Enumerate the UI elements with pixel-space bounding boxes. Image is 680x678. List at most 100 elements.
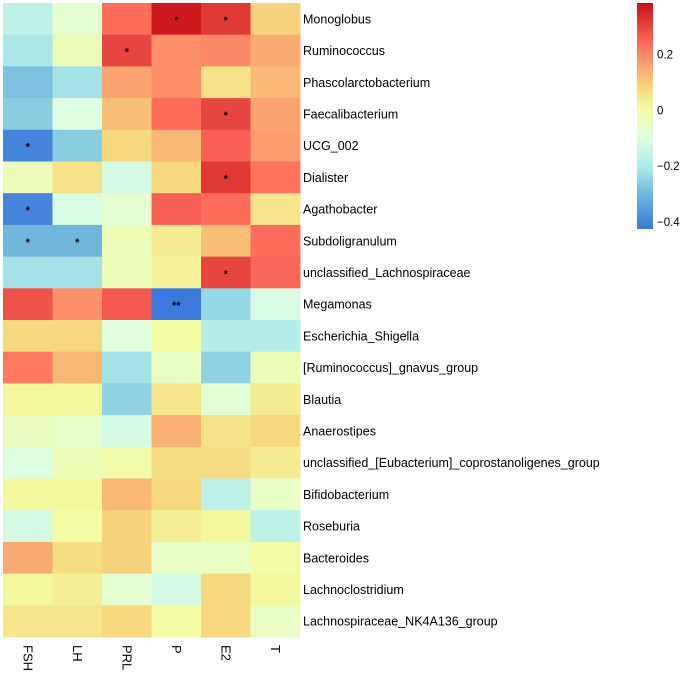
colorbar-tick-label: 0 <box>657 105 663 117</box>
row-label: Faecalibacterium <box>303 107 398 121</box>
heatmap-cell <box>151 446 202 479</box>
heatmap-cell <box>3 320 53 353</box>
row-label: [Ruminococcus]_gnavus_group <box>303 361 478 375</box>
heatmap-cell <box>201 98 251 131</box>
heatmap-cell <box>151 383 202 416</box>
heatmap-cell <box>3 605 53 638</box>
heatmap-cell <box>102 224 152 258</box>
heatmap-cell <box>151 605 202 638</box>
heatmap-cell <box>201 224 251 258</box>
heatmap-cell <box>250 98 301 131</box>
heatmap-cell <box>151 193 202 226</box>
significance-star: * <box>174 15 179 27</box>
column-label: PRL <box>119 645 134 670</box>
heatmap-cells <box>3 3 301 638</box>
heatmap-cell <box>3 161 53 194</box>
heatmap-cell <box>3 98 53 131</box>
significance-star: ** <box>172 300 181 312</box>
heatmap-cell <box>102 193 152 226</box>
row-label: Lachnoclostridium <box>303 583 404 597</box>
heatmap-cell <box>3 3 53 36</box>
column-label: T <box>268 645 283 653</box>
heatmap-cell <box>52 3 103 36</box>
heatmap-cell <box>102 34 152 67</box>
heatmap-cell <box>201 351 251 384</box>
heatmap-cell <box>250 320 301 353</box>
heatmap-cell <box>3 351 53 384</box>
heatmap-cell <box>151 161 202 194</box>
heatmap-cell <box>250 383 301 416</box>
row-label: Escherichia_Shigella <box>303 329 419 343</box>
row-label: Roseburia <box>303 520 360 534</box>
heatmap-cell <box>102 541 152 575</box>
heatmap-cell <box>250 541 301 575</box>
heatmap-cell <box>201 66 251 99</box>
heatmap-cell <box>3 193 53 226</box>
row-label: Blautia <box>303 393 341 407</box>
heatmap-cell <box>52 478 103 511</box>
heatmap-cell <box>102 415 152 448</box>
heatmap-cell <box>201 510 251 543</box>
heatmap-cell <box>250 161 301 194</box>
heatmap-cell <box>52 224 103 258</box>
heatmap-cell <box>3 224 53 258</box>
row-label: Dialister <box>303 171 348 185</box>
heatmap-cell <box>201 129 251 162</box>
row-label: Megamonas <box>303 298 372 312</box>
heatmap-cell <box>250 510 301 543</box>
row-label: Phascolarctobacterium <box>303 76 430 90</box>
heatmap-cell <box>102 98 152 131</box>
heatmap-cell <box>102 573 152 606</box>
heatmap-cell <box>201 193 251 226</box>
row-label: Bacteroides <box>303 551 369 565</box>
heatmap-cell <box>250 478 301 511</box>
heatmap-cell <box>250 288 301 321</box>
significance-star: * <box>224 15 229 27</box>
heatmap-cell <box>151 3 202 36</box>
heatmap-cell <box>102 288 152 321</box>
heatmap-cell <box>201 34 251 67</box>
colorbar-tick-label: −0.2 <box>657 161 680 173</box>
heatmap-cell <box>250 351 301 384</box>
heatmap-cell <box>250 129 301 162</box>
heatmap-cell <box>151 34 202 67</box>
heatmap-cell <box>52 510 103 543</box>
significance-markers: * ******* **** <box>26 15 229 312</box>
heatmap-cell <box>250 3 301 36</box>
heatmap-cell <box>102 256 152 289</box>
heatmap-cell <box>102 383 152 416</box>
heatmap-cell <box>52 415 103 448</box>
heatmap-cell <box>102 129 152 162</box>
heatmap-cell <box>250 66 301 99</box>
row-label: Monoglobus <box>303 12 371 26</box>
heatmap-cell <box>201 573 251 606</box>
heatmap-cell <box>102 605 152 638</box>
heatmap-cell <box>151 66 202 99</box>
heatmap-cell <box>52 383 103 416</box>
heatmap-cell <box>201 3 251 36</box>
heatmap-cell <box>151 256 202 289</box>
heatmap-cell <box>250 573 301 606</box>
heatmap-cell <box>151 541 202 575</box>
heatmap-cell <box>3 34 53 67</box>
heatmap-cell <box>52 161 103 194</box>
heatmap-cell <box>151 573 202 606</box>
row-label: UCG_002 <box>303 139 359 153</box>
heatmap-cell <box>3 446 53 479</box>
heatmap-cell <box>3 541 53 575</box>
colorbar-gradient <box>637 3 653 229</box>
row-label: Agathobacter <box>303 203 377 217</box>
heatmap-cell <box>52 288 103 321</box>
row-label: unclassified_Lachnospiraceae <box>303 266 471 280</box>
heatmap-cell <box>52 256 103 289</box>
heatmap-cell <box>102 446 152 479</box>
heatmap-cell <box>52 446 103 479</box>
heatmap-cell <box>151 224 202 258</box>
heatmap-cell <box>102 320 152 353</box>
heatmap-cell <box>52 98 103 131</box>
heatmap-cell <box>201 383 251 416</box>
heatmap-cell <box>250 605 301 638</box>
heatmap-cell <box>52 129 103 162</box>
column-label: LH <box>70 645 85 662</box>
heatmap-cell <box>102 478 152 511</box>
